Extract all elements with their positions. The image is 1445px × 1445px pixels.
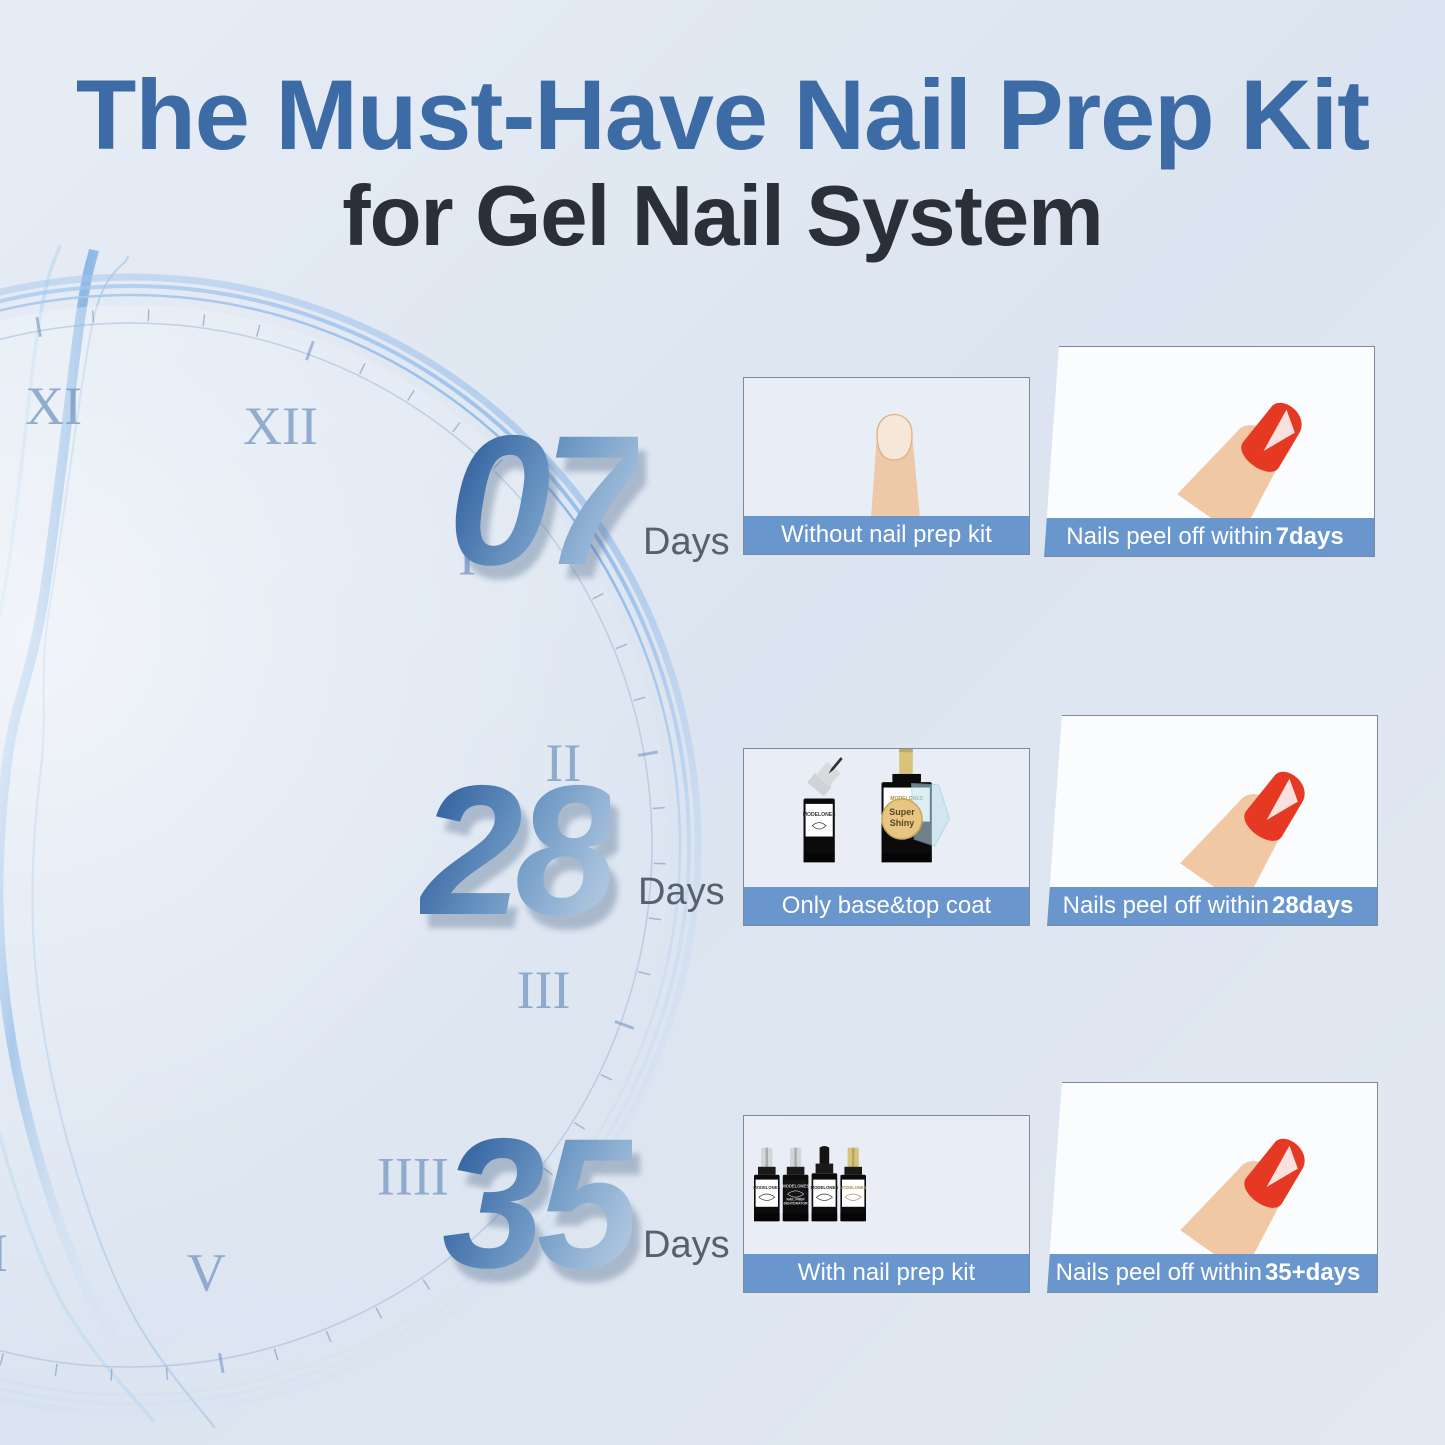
svg-text:Shiny: Shiny bbox=[890, 818, 915, 828]
svg-text:MODELONES: MODELONES bbox=[782, 1184, 809, 1189]
svg-text:XI: XI bbox=[25, 376, 82, 436]
svg-text:V: V bbox=[187, 1243, 226, 1303]
svg-text:MODELONES: MODELONES bbox=[753, 1185, 780, 1190]
svg-text:VI: VI bbox=[0, 1223, 8, 1283]
svg-text:Super: Super bbox=[889, 807, 915, 817]
svg-text:MODELONES: MODELONES bbox=[811, 1185, 839, 1190]
svg-text:DEHYDRATOR: DEHYDRATOR bbox=[784, 1201, 808, 1205]
svg-text:IIII: IIII bbox=[377, 1146, 449, 1206]
svg-text:XII: XII bbox=[243, 396, 318, 456]
svg-text:MODELONES: MODELONES bbox=[803, 812, 836, 818]
svg-text:III: III bbox=[516, 960, 570, 1020]
svg-text:MODELONES: MODELONES bbox=[840, 1185, 867, 1190]
